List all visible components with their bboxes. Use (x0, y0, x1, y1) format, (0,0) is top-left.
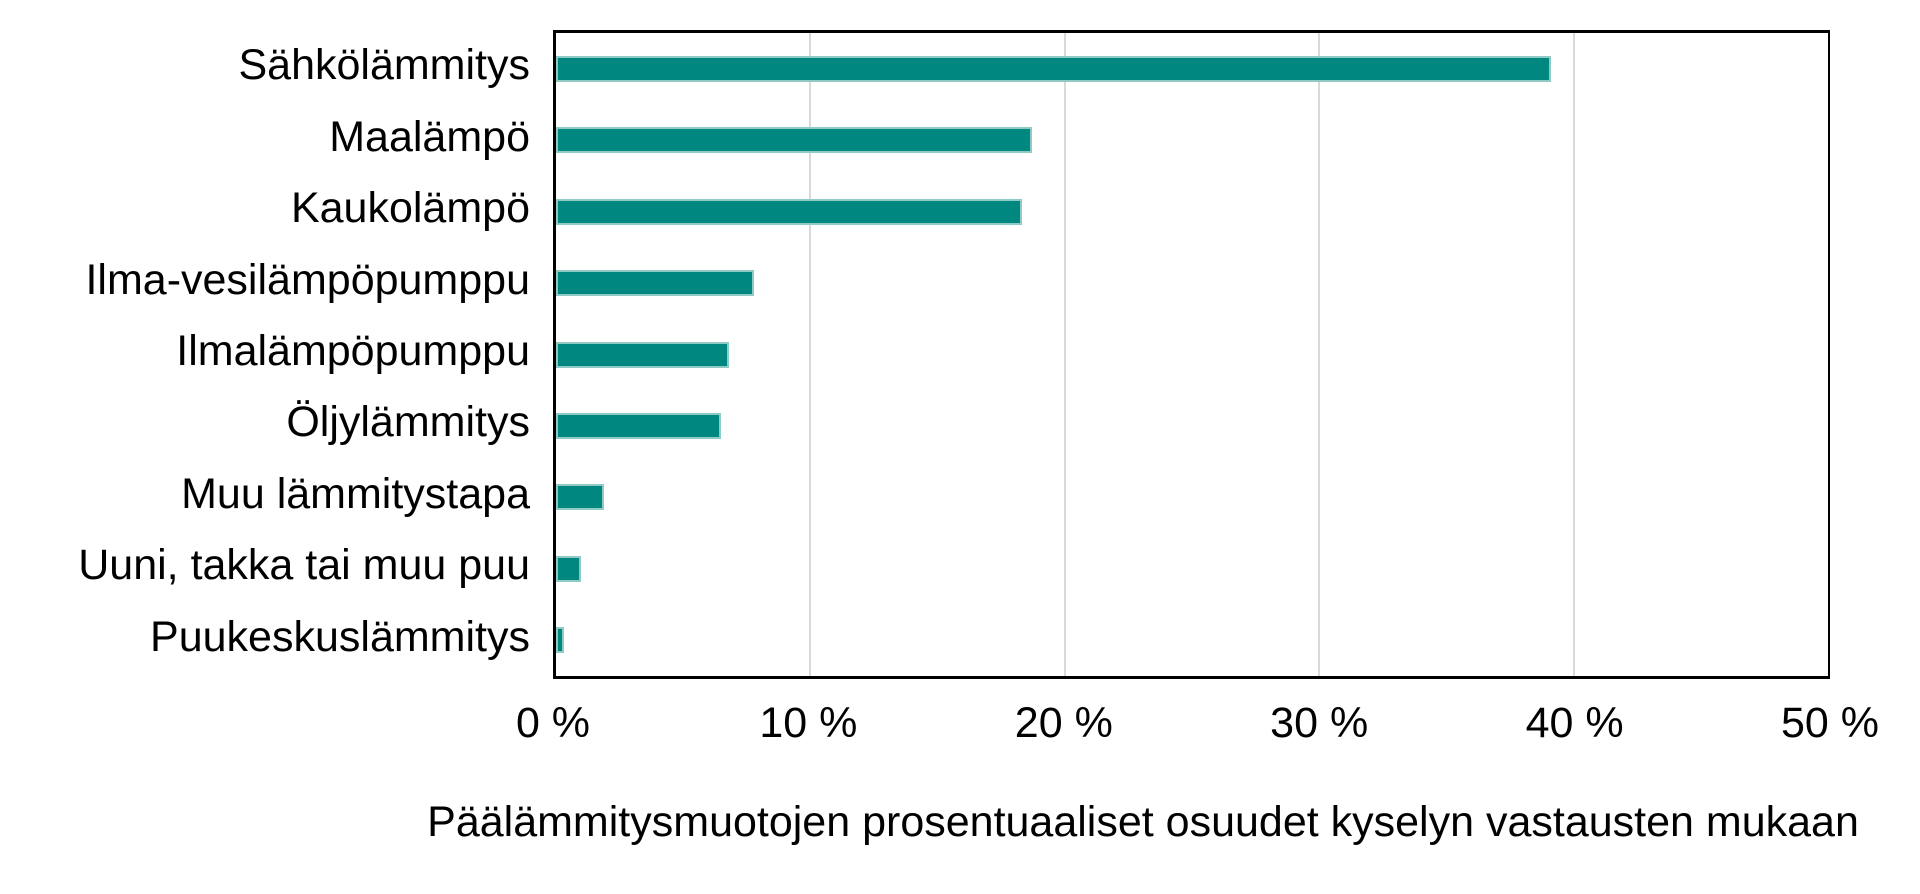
bar-8 (556, 555, 582, 582)
x-tick-label-10-percent: 10 % (759, 699, 858, 747)
gridline-30-percent (1318, 33, 1321, 676)
chart-caption: Päälämmitysmuotojen prosentuaaliset osuu… (427, 798, 1859, 846)
gridline-40-percent (1572, 33, 1575, 676)
category-label-3: Kaukolämpö (290, 184, 530, 233)
x-tick-label-50-percent: 50 % (1780, 699, 1880, 747)
bar-2 (556, 127, 1032, 154)
category-label-8: Uuni, takka tai muu puu (78, 541, 530, 590)
x-tick-label-0-percent: 0 % (515, 699, 591, 747)
category-label-9: Puukeskuslämmitys (150, 612, 530, 661)
category-label-7: Muu lämmitystapa (181, 469, 530, 518)
bar-6 (556, 412, 722, 439)
category-label-5: Ilmalämpöpumppu (176, 326, 530, 375)
category-label-4: Ilma-vesilämpöpumppu (85, 255, 530, 304)
category-label-1: Sähkölämmitys (238, 41, 530, 90)
bar-5 (556, 341, 729, 368)
bar-9 (556, 627, 564, 654)
bar-1 (556, 55, 1551, 82)
gridline-10-percent (809, 33, 812, 676)
x-tick-label-20-percent: 20 % (1014, 699, 1113, 747)
bar-4 (556, 270, 755, 297)
bar-7 (556, 484, 605, 511)
category-axis-labels: Sähkölämmitys Maalämpö Kaukolämpö Ilma-vesi… (0, 30, 530, 679)
category-label-2: Maalämpö (329, 112, 530, 161)
gridline-20-percent (1063, 33, 1066, 676)
bar-3 (556, 198, 1022, 225)
plot-area (553, 30, 1830, 679)
category-label-6: Öljylämmitys (286, 398, 530, 447)
x-tick-label-30-percent: 30 % (1270, 699, 1369, 747)
x-tick-label-40-percent: 40 % (1525, 699, 1624, 747)
